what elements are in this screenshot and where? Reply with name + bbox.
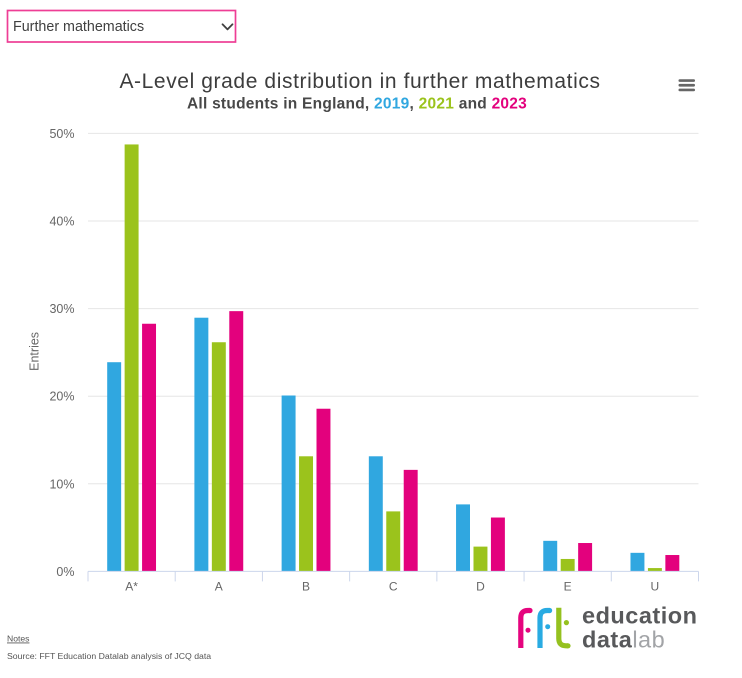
svg-text:A: A <box>215 580 223 594</box>
svg-text:30%: 30% <box>49 302 74 316</box>
svg-text:A*: A* <box>125 580 138 594</box>
svg-text:datalab: datalab <box>582 627 665 653</box>
svg-text:Further mathematics: Further mathematics <box>13 19 144 35</box>
svg-text:All students in England, 2019,: All students in England, 2019, 2021 and … <box>187 96 527 113</box>
svg-text:40%: 40% <box>49 215 74 229</box>
svg-text:education: education <box>582 602 697 628</box>
svg-text:10%: 10% <box>49 477 74 491</box>
svg-text:C: C <box>389 580 398 594</box>
svg-text:50%: 50% <box>49 127 74 141</box>
svg-text:Source: FFT Education Datalab: Source: FFT Education Datalab analysis o… <box>7 651 211 661</box>
svg-text:E: E <box>564 580 572 594</box>
svg-text:20%: 20% <box>49 390 74 404</box>
svg-text:Notes: Notes <box>7 634 29 644</box>
svg-text:B: B <box>302 580 310 594</box>
svg-text:Entries: Entries <box>28 332 42 371</box>
svg-text:0%: 0% <box>56 565 74 579</box>
svg-text:D: D <box>476 580 485 594</box>
svg-text:U: U <box>651 580 660 594</box>
svg-text:A-Level grade distribution in: A-Level grade distribution in further ma… <box>119 70 600 93</box>
